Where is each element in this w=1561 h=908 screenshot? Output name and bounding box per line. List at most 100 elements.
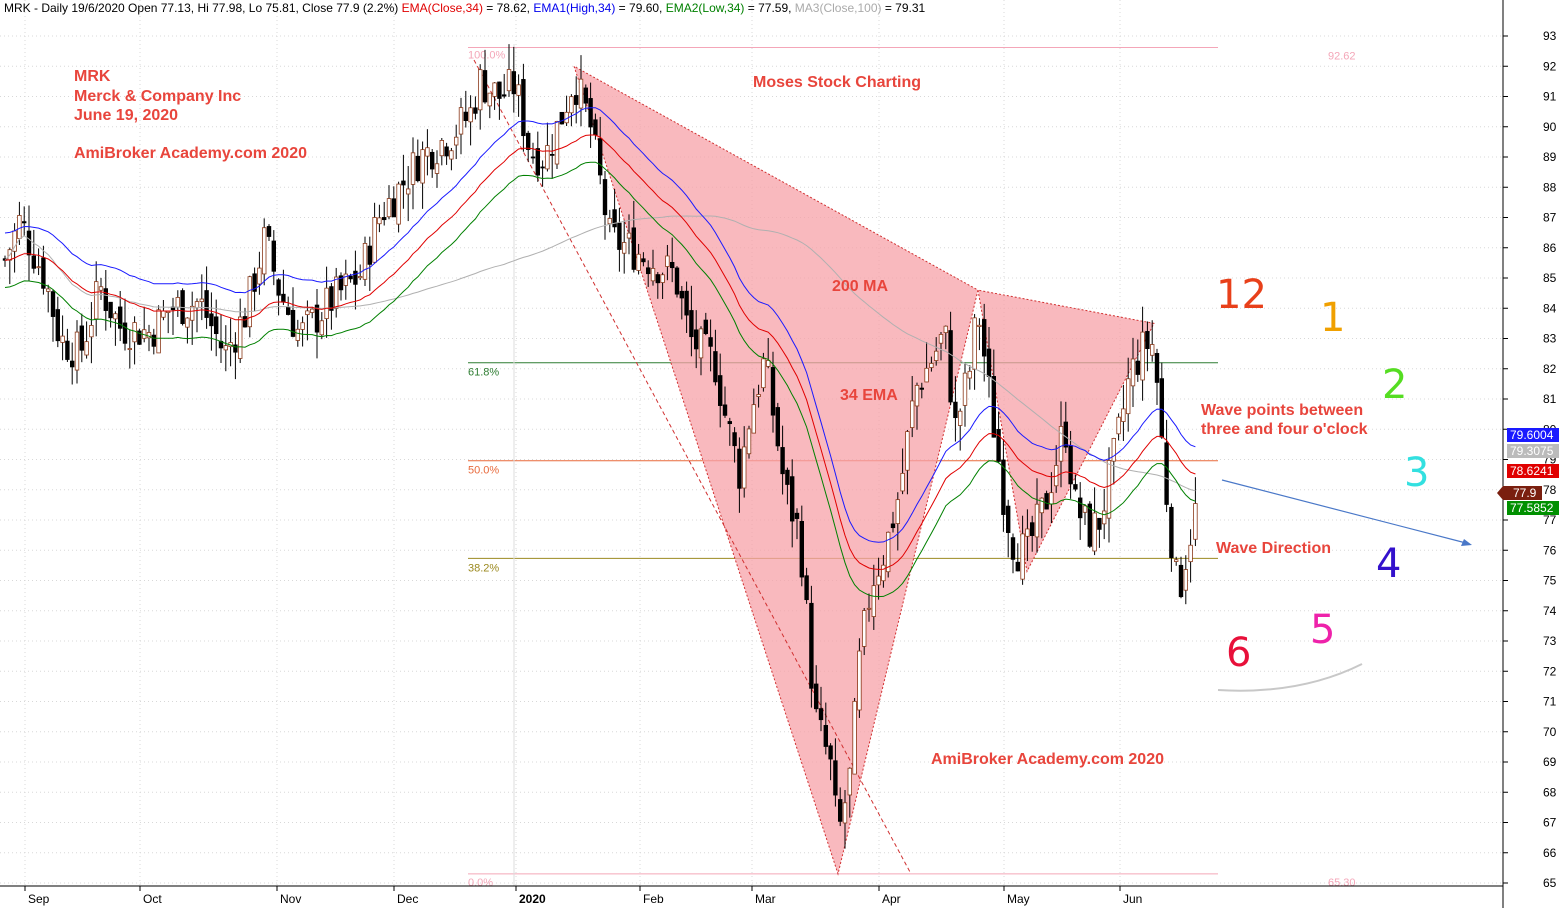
candle-body xyxy=(694,329,699,350)
wave-direction-label: Wave Direction xyxy=(1216,540,1331,557)
candle-body xyxy=(838,799,843,822)
candle-body xyxy=(468,107,473,123)
candle-body xyxy=(1140,331,1145,381)
candle-body xyxy=(799,520,804,578)
time-tick-label: Nov xyxy=(280,892,301,906)
candle-body xyxy=(420,149,425,184)
grid xyxy=(0,0,1503,886)
price-tick-label: 69 xyxy=(1543,755,1557,769)
candle-body xyxy=(751,404,756,434)
candle-body xyxy=(300,322,305,330)
candle-body xyxy=(521,79,526,137)
price-tick-label: 85 xyxy=(1543,271,1557,285)
candle-body xyxy=(305,310,310,316)
time-tick-label: 2020 xyxy=(519,892,546,906)
candle-body xyxy=(665,255,670,267)
candle-body xyxy=(929,362,934,368)
candle-body xyxy=(890,523,896,529)
header-segment-5: EMA2(Low,34) xyxy=(666,1,745,15)
brand-bottom-label: AmiBroker Academy.com 2020 xyxy=(931,751,1164,768)
candle-body xyxy=(814,683,819,710)
candle-body xyxy=(285,306,291,315)
price-tick-label: 65 xyxy=(1543,876,1557,890)
price-tick-label: 90 xyxy=(1543,120,1557,134)
candle-body xyxy=(1063,421,1068,448)
candle-body xyxy=(1111,437,1116,462)
fib-label: 38.2% xyxy=(468,562,499,574)
candle-body xyxy=(886,531,891,573)
candle-body xyxy=(353,270,358,285)
candle-body xyxy=(410,152,416,185)
indicator-lines xyxy=(4,107,1196,598)
candle-body xyxy=(1020,533,1025,580)
candle-body xyxy=(1049,492,1054,505)
candle-body xyxy=(617,222,622,250)
candle-body xyxy=(713,351,718,383)
indicator-badge-label: 77.5852 xyxy=(1510,501,1554,515)
annotations: MRK Merck & Company Inc June 19, 2020 Am… xyxy=(74,68,1368,768)
candle-body xyxy=(65,340,70,360)
candle-body xyxy=(50,291,56,317)
candle-body xyxy=(209,313,214,327)
candle-body xyxy=(1193,503,1198,540)
chart-header: MRK - Daily 19/6/2020 Open 77.13, Hi 77.… xyxy=(4,1,926,15)
candle-body xyxy=(804,575,809,601)
candle-body xyxy=(338,275,344,291)
candle-body xyxy=(165,310,171,313)
candle-body xyxy=(737,448,742,489)
candle-body xyxy=(732,432,737,447)
price-tick-label: 88 xyxy=(1543,180,1557,194)
header-segment-0: MRK - Daily 19/6/2020 Open 77.13, Hi 77.… xyxy=(4,1,402,15)
candle-body xyxy=(545,145,550,170)
candle-body xyxy=(535,148,540,176)
candle-body xyxy=(953,401,958,419)
candle-body xyxy=(583,87,588,104)
fib-label: 100.0% xyxy=(468,49,506,61)
candle-body xyxy=(237,316,243,359)
last-close-marker xyxy=(1497,486,1513,500)
candle-body xyxy=(818,708,824,721)
brand-top-label: AmiBroker Academy.com 2020 xyxy=(74,145,307,162)
candle-body xyxy=(650,268,656,282)
ema34-label: 34 EMA xyxy=(840,387,898,404)
candle-body xyxy=(122,322,128,344)
candle-body xyxy=(1130,358,1136,387)
candle-body xyxy=(1010,537,1016,560)
candle-body xyxy=(756,394,761,397)
candle-body xyxy=(1078,497,1083,519)
clock-5: 5 xyxy=(1310,607,1335,653)
candle-body xyxy=(718,375,723,406)
candle-body xyxy=(60,335,65,343)
indicator-badge xyxy=(1507,501,1559,515)
candle-body xyxy=(569,96,574,114)
candle-body xyxy=(1030,522,1035,536)
candle-body xyxy=(127,348,132,350)
candle-body xyxy=(439,140,444,157)
candle-body xyxy=(1015,561,1020,572)
candle-body xyxy=(1135,360,1140,375)
price-tick-label: 72 xyxy=(1543,664,1557,678)
candle-body xyxy=(84,341,89,356)
candle-body xyxy=(391,198,396,218)
candle-body xyxy=(487,92,492,107)
time-tick-label: Sep xyxy=(28,892,50,906)
candle-body xyxy=(31,255,36,269)
candle-body xyxy=(1034,503,1040,538)
price-tick-label: 67 xyxy=(1543,816,1557,830)
candle-body xyxy=(343,273,348,286)
candle-body xyxy=(1044,493,1049,510)
price-tick-label: 89 xyxy=(1543,150,1557,164)
candle-body xyxy=(1183,569,1188,591)
price-tick-label: 81 xyxy=(1543,392,1557,406)
candle-body xyxy=(94,281,99,320)
candle-body xyxy=(761,358,766,389)
header-segment-8: = 79.31 xyxy=(882,1,926,15)
time-axis: Sep Oct Nov Dec 2020 Feb Mar Apr May Jun xyxy=(24,886,1142,906)
candle-body xyxy=(377,217,382,225)
candle-body xyxy=(55,309,60,342)
candle-body xyxy=(314,304,320,333)
candle-body xyxy=(588,98,593,128)
candle-body xyxy=(982,319,987,357)
candle-body xyxy=(463,111,468,121)
